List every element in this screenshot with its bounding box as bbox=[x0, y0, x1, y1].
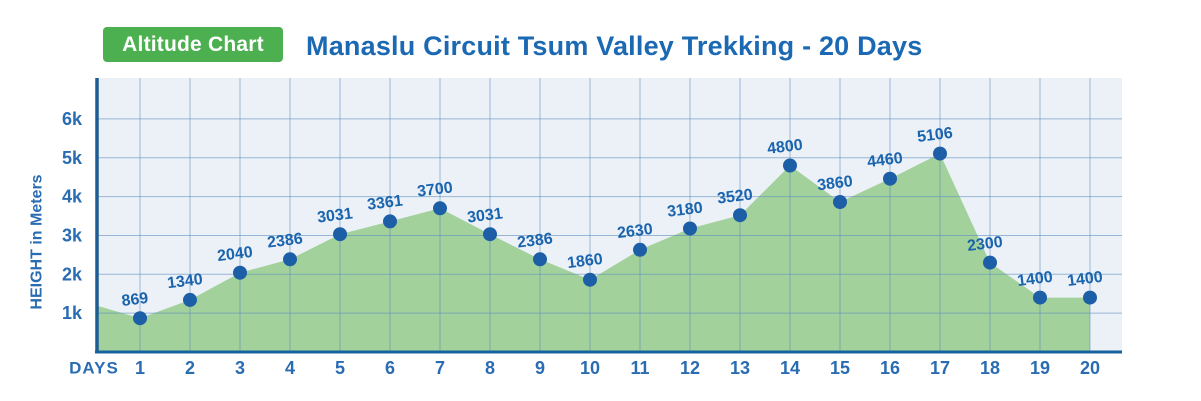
x-tick-label: 14 bbox=[780, 358, 800, 378]
y-axis-title: HEIGHT in Meters bbox=[29, 174, 46, 309]
data-point bbox=[533, 252, 547, 267]
value-label: 1860 bbox=[566, 251, 604, 272]
y-tick-label: 2k bbox=[62, 264, 83, 284]
value-label: 3031 bbox=[316, 205, 354, 226]
value-label: 869 bbox=[121, 290, 150, 310]
value-label: 5106 bbox=[916, 125, 954, 146]
data-point bbox=[933, 146, 947, 161]
x-tick-label: 6 bbox=[385, 358, 395, 378]
x-tick-label: 20 bbox=[1080, 358, 1100, 378]
x-tick-label: 9 bbox=[535, 358, 545, 378]
value-label: 4460 bbox=[866, 150, 904, 171]
x-tick-label: 19 bbox=[1030, 358, 1050, 378]
value-label: 1340 bbox=[166, 271, 204, 292]
y-tick-label: 3k bbox=[62, 226, 83, 246]
value-label: 3361 bbox=[366, 193, 404, 214]
data-point bbox=[233, 265, 247, 280]
x-tick-label: 8 bbox=[485, 358, 495, 378]
value-label: 1400 bbox=[1066, 269, 1104, 290]
value-label: 2386 bbox=[266, 230, 304, 251]
y-tick-label: 1k bbox=[62, 303, 83, 323]
data-point bbox=[183, 292, 197, 307]
y-tick-label: 6k bbox=[62, 109, 83, 129]
x-tick-label: 13 bbox=[730, 358, 750, 378]
data-point bbox=[983, 255, 997, 270]
x-tick-label: 7 bbox=[435, 358, 445, 378]
x-tick-label: 18 bbox=[980, 358, 1000, 378]
value-label: 2386 bbox=[516, 230, 554, 251]
x-tick-label: 1 bbox=[135, 358, 145, 378]
altitude-chart-badge: Altitude Chart bbox=[103, 27, 283, 62]
x-tick-label: 4 bbox=[285, 358, 295, 378]
data-point bbox=[683, 221, 697, 236]
value-label: 3180 bbox=[666, 200, 704, 221]
value-label: 2630 bbox=[616, 221, 654, 242]
data-point bbox=[1083, 290, 1097, 305]
x-tick-label: 2 bbox=[185, 358, 195, 378]
value-label: 3520 bbox=[716, 186, 754, 207]
x-tick-label: 17 bbox=[930, 358, 950, 378]
data-point bbox=[633, 242, 647, 257]
y-tick-label: 4k bbox=[62, 187, 83, 207]
data-point bbox=[283, 252, 297, 267]
x-tick-label: 11 bbox=[630, 358, 649, 378]
value-label: 1400 bbox=[1016, 269, 1054, 290]
data-point bbox=[483, 227, 497, 242]
x-axis-title: DAYS bbox=[69, 359, 119, 378]
x-tick-label: 15 bbox=[830, 358, 850, 378]
value-label: 4800 bbox=[766, 137, 804, 158]
data-point bbox=[583, 272, 597, 287]
x-tick-label: 16 bbox=[880, 358, 900, 378]
y-tick-label: 5k bbox=[62, 148, 83, 168]
data-point bbox=[333, 227, 347, 242]
x-tick-label: 10 bbox=[580, 358, 600, 378]
data-point bbox=[883, 171, 897, 186]
value-label: 3860 bbox=[816, 173, 854, 194]
data-point bbox=[833, 195, 847, 209]
data-point bbox=[783, 158, 797, 173]
chart-title: Manaslu Circuit Tsum Valley Trekking - 2… bbox=[306, 31, 923, 61]
data-point bbox=[383, 214, 397, 229]
value-label: 3031 bbox=[466, 205, 504, 226]
x-tick-label: 5 bbox=[335, 358, 345, 378]
x-tick-label: 3 bbox=[235, 358, 245, 378]
data-point bbox=[133, 311, 147, 326]
data-point bbox=[733, 208, 747, 223]
x-tick-label: 12 bbox=[680, 358, 700, 378]
value-label: 2300 bbox=[966, 234, 1004, 255]
value-label: 3700 bbox=[416, 179, 454, 200]
value-label: 2040 bbox=[216, 244, 254, 265]
data-point bbox=[433, 201, 447, 216]
data-point bbox=[1033, 290, 1047, 305]
